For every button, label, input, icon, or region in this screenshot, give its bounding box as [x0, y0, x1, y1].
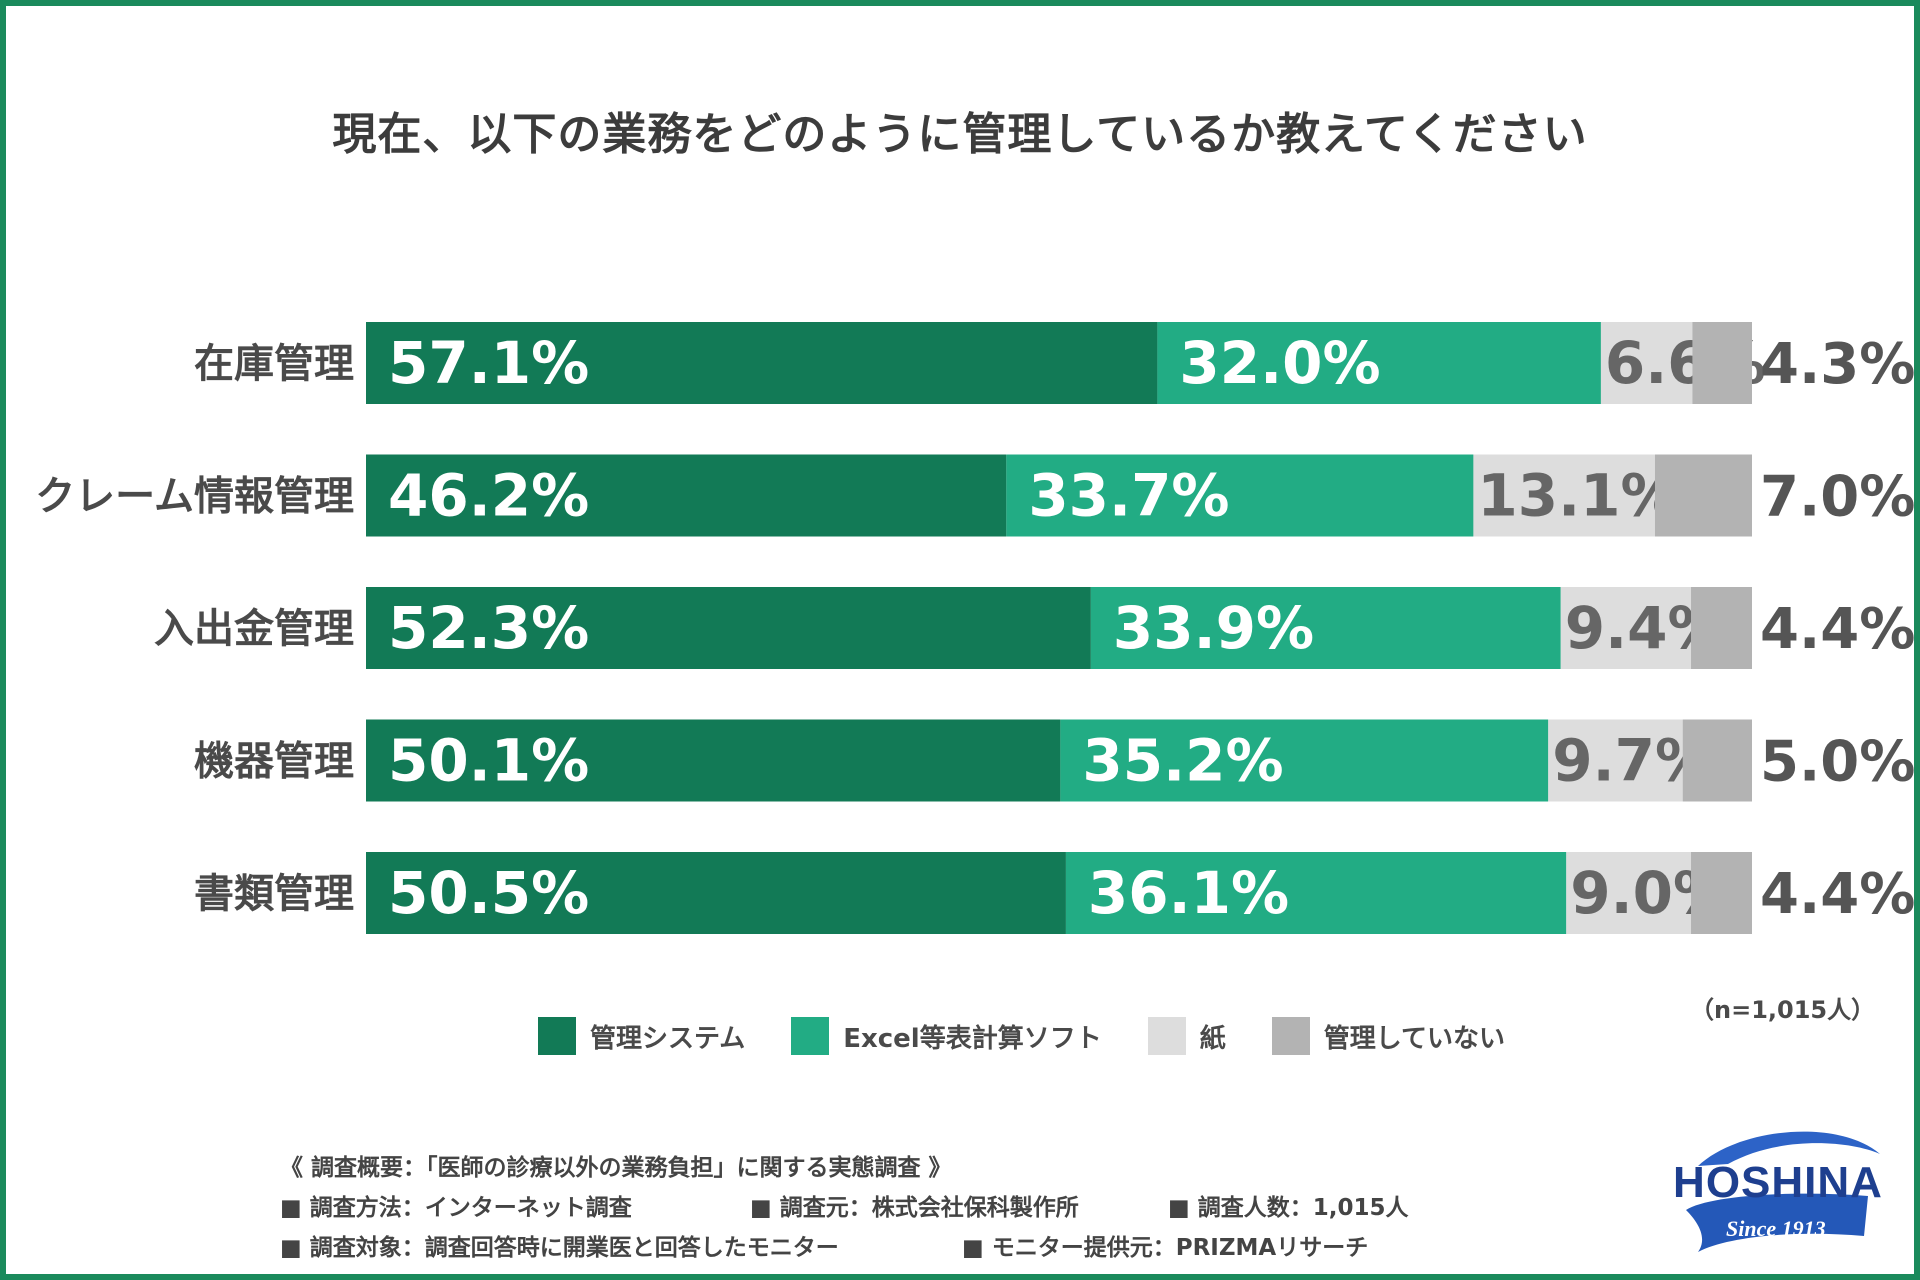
chart-title: 現在、以下の業務をどのように管理しているか教えてください — [332, 109, 1588, 160]
category-label: 書類管理 — [194, 871, 354, 917]
bar-segment-paper — [1473, 454, 1655, 537]
legend-label-paper: 紙 — [1199, 1023, 1226, 1054]
data-label-none: 4.4% — [1760, 597, 1915, 662]
bar-segment-none — [1682, 719, 1752, 802]
data-label-excel: 36.1% — [1088, 859, 1289, 927]
bar-segment-excel — [1065, 852, 1567, 934]
data-label-excel: 35.2% — [1082, 727, 1283, 795]
data-label-system: 52.3% — [388, 594, 589, 662]
bar-segment-excel — [1157, 322, 1601, 404]
bar-segment-excel — [1006, 454, 1474, 537]
logo-wordmark: HOSHINA — [1673, 1158, 1883, 1207]
data-label-none: 5.0% — [1760, 730, 1915, 795]
footnote-organizer: ■ 調査元：株式会社保科製作所 — [750, 1195, 1079, 1221]
bar-segment-paper — [1600, 322, 1693, 404]
legend-swatch-excel — [791, 1017, 830, 1055]
bar-segment-paper — [1560, 587, 1692, 669]
bar-segment-none — [1654, 454, 1752, 537]
footnote-provider: ■ モニター提供元：PRIZMAリサーチ — [962, 1235, 1369, 1261]
data-label-system: 46.2% — [388, 462, 589, 530]
category-label: 入出金管理 — [154, 606, 354, 652]
footnote-row-2: ■ 調査対象：調査回答時に開業医と回答したモニター ■ モニター提供元：PRIZ… — [280, 1228, 1368, 1268]
bar-segment-excel — [1060, 719, 1549, 802]
category-label: 在庫管理 — [194, 341, 354, 387]
bar-segment-paper — [1566, 852, 1692, 934]
footnote-heading: 《 調査概要：「医師の診療以外の業務負担」に関する実態調査 》 — [280, 1155, 952, 1181]
footnote-target: ■ 調査対象：調査回答時に開業医と回答したモニター — [280, 1235, 839, 1261]
legend-label-none: 管理していない — [1323, 1023, 1505, 1054]
footnote-count: ■ 調査人数：1,015人 — [1168, 1195, 1409, 1221]
bar-segment-none — [1692, 322, 1752, 404]
hoshina-logo: HOSHINA Since 1913 — [1668, 1118, 1888, 1258]
category-label: 機器管理 — [194, 739, 354, 785]
legend-swatch-paper — [1147, 1017, 1186, 1055]
data-label-paper: 13.1% — [1477, 462, 1678, 530]
bar-segment-none — [1691, 852, 1752, 934]
bar-segment-paper — [1548, 719, 1683, 802]
data-label-system: 50.1% — [388, 727, 589, 795]
bar-segment-none — [1691, 587, 1752, 669]
bar-segment-system — [366, 454, 1007, 537]
data-label-excel: 33.9% — [1113, 594, 1314, 662]
footnote-method: ■ 調査方法：インターネット調査 — [280, 1195, 632, 1221]
data-label-system: 50.5% — [388, 859, 589, 927]
logo-upper-swoosh — [1698, 1131, 1880, 1166]
category-label: クレーム情報管理 — [35, 474, 354, 520]
logo-swoosh-graphic — [1686, 1131, 1880, 1252]
legend-item-system: 管理システム — [538, 1017, 745, 1055]
sample-size-note: （n=1,015人） — [1690, 996, 1876, 1024]
legend-swatch-none — [1271, 1017, 1310, 1055]
legend-label-excel: Excel等表計算ソフト — [843, 1023, 1102, 1054]
data-label-system: 57.1% — [388, 329, 589, 397]
data-label-excel: 32.0% — [1179, 329, 1380, 397]
bar-segment-system — [366, 852, 1066, 934]
data-label-excel: 33.7% — [1028, 462, 1229, 530]
legend-label-system: 管理システム — [590, 1023, 746, 1054]
logo-ribbon — [1686, 1193, 1868, 1252]
data-label-none: 4.4% — [1760, 862, 1915, 927]
data-label-none: 4.3% — [1760, 332, 1915, 397]
legend-item-excel: Excel等表計算ソフト — [791, 1017, 1102, 1055]
legend-item-paper: 紙 — [1147, 1017, 1226, 1055]
survey-footnotes: 《 調査概要：「医師の診療以外の業務負担」に関する実態調査 》 ■ 調査方法：イ… — [280, 1148, 1409, 1268]
bar-segment-system — [366, 322, 1158, 404]
legend: 管理システム Excel等表計算ソフト 紙 管理していない — [538, 1016, 1551, 1056]
legend-item-none: 管理していない — [1271, 1017, 1505, 1055]
footnote-row-1: ■ 調査方法：インターネット調査 ■ 調査元：株式会社保科製作所 ■ 調査人数：… — [280, 1188, 1409, 1228]
legend-swatch-system — [538, 1017, 576, 1055]
bar-segment-system — [366, 587, 1091, 669]
data-label-none: 7.0% — [1760, 465, 1915, 530]
logo-since: Since 1913 — [1726, 1216, 1826, 1241]
bar-segment-excel — [1090, 587, 1561, 669]
bar-segment-system — [366, 719, 1061, 802]
